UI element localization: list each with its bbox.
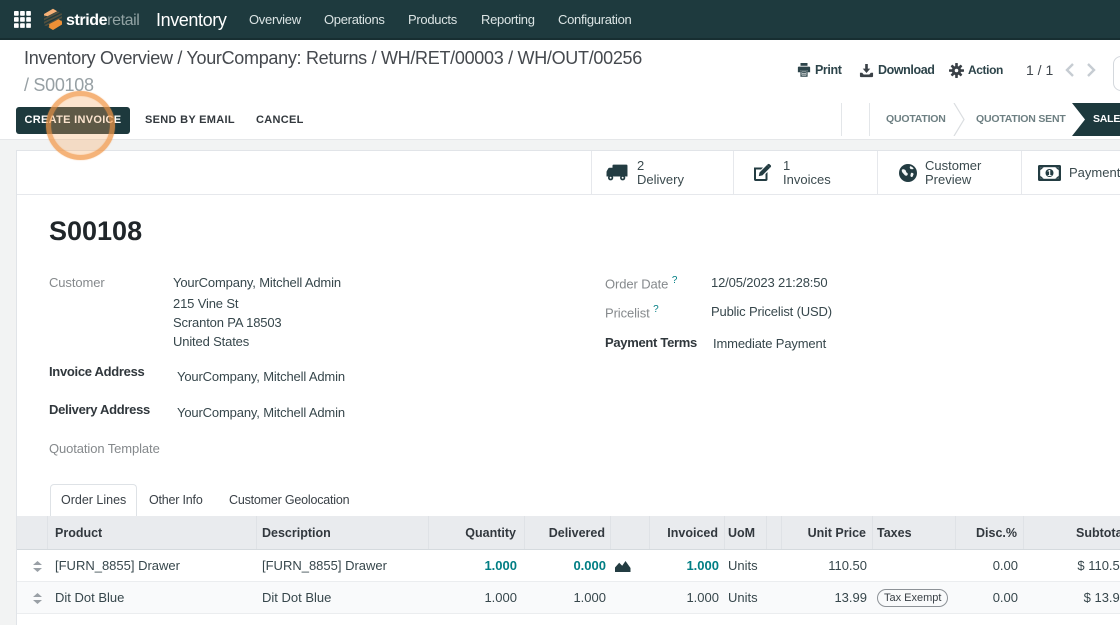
svg-text:1: 1 bbox=[1047, 168, 1052, 177]
